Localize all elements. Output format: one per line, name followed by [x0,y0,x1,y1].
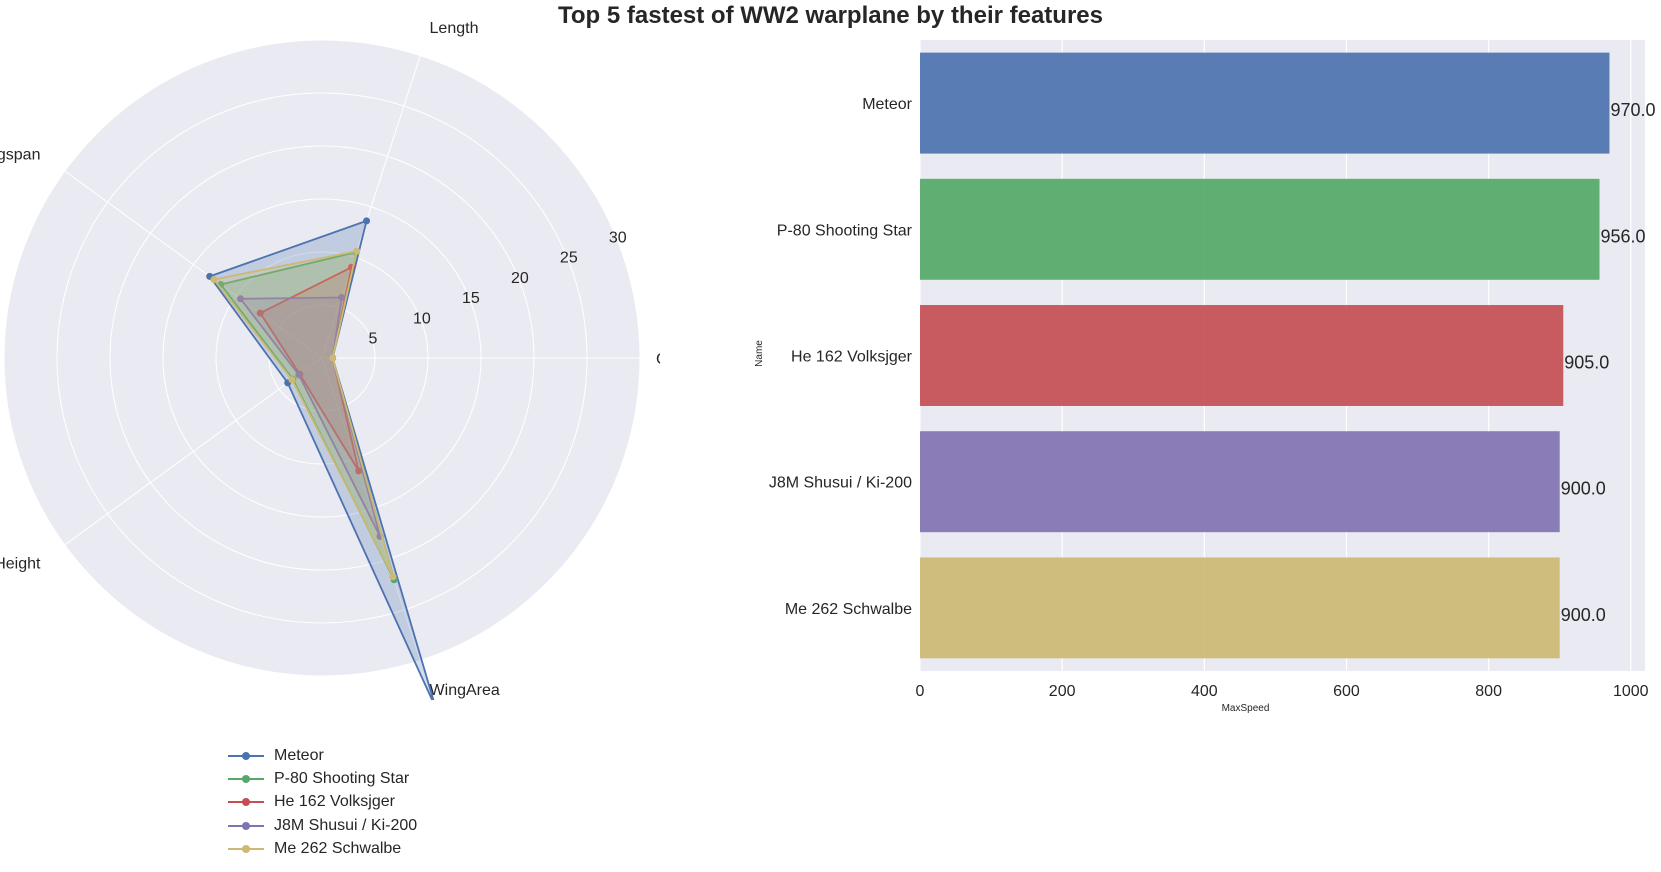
radar-axis-label: Wingspan [0,146,40,163]
radar-series-area [213,251,394,577]
radar-axis-label: Crew [656,351,660,368]
radar-series-point [389,573,397,581]
radar-legend: Meteor P-80 Shooting Star He 162 Volksjger… [228,744,417,860]
radar-series-line [208,219,435,700]
bar-x-axis-label: MaxSpeed [1222,703,1270,714]
legend-swatch [228,796,264,808]
radar-tick-label: 30 [609,229,627,246]
radar-series-line [239,296,381,538]
radar-tick-label: 15 [462,290,480,307]
radar-series-point [210,275,218,283]
radar-series-area [260,267,359,471]
legend-label: Me 262 Schwalbe [274,839,402,857]
radar-spoke [64,357,323,546]
bar-x-tick-label: 0 [916,683,925,700]
radar-axis-label: Height [0,556,41,573]
legend-entry: Me 262 Schwalbe [228,837,417,860]
radar-spoke [321,357,421,661]
legend-label: P-80 Shooting Star [274,769,410,787]
legend-swatch [228,773,264,785]
legend-swatch [228,750,264,762]
radar-chart: 5 10 15 20 25 30 Crew Length Wingspan Height WingA… [0,20,660,700]
legend-swatch [228,820,264,832]
radar-axis-label: WingArea [430,682,500,699]
legend-entry: Meteor [228,744,417,767]
radar-tick-label: 10 [413,310,431,327]
radar-spoke [64,170,323,359]
bar-value-label: 900.0 [1561,605,1606,625]
radar-series-point [329,354,337,362]
bar-value-label: 905.0 [1564,353,1609,373]
legend-label: He 162 Volksjger [274,793,395,811]
bar [920,178,1600,280]
radar-tick-label: 25 [560,250,578,267]
radar-series-area [220,252,395,580]
bar [920,52,1610,154]
bar-y-axis-label: Name [754,340,765,367]
bar-x-tick-label: 1000 [1613,683,1649,700]
radar-spoke [321,55,421,359]
bar-x-tick-label: 200 [1049,683,1076,700]
bar-value-label: 900.0 [1561,479,1606,499]
legend-label: Meteor [274,746,324,764]
bar-x-tick-label: 600 [1333,683,1360,700]
radar-series-area [209,220,434,700]
bar-category-label: He 162 Volksjger [791,349,913,366]
radar-series-point [237,295,245,303]
radar-series-point [256,309,264,317]
legend-entry: J8M Shusui / Ki-200 [228,814,417,837]
radar-series-point [355,467,363,475]
legend-entry: He 162 Volksjger [228,791,417,814]
radar-series-area [240,297,380,537]
bar-category-label: Meteor [862,96,912,113]
bar-value-label: 970.0 [1610,100,1655,120]
bar [920,305,1564,406]
bar-x-tick-label: 800 [1475,683,1502,700]
bar-value-label: 956.0 [1601,226,1646,246]
radar-series-point [288,376,296,384]
radar-series-line [212,250,395,578]
bar-category-label: Me 262 Schwalbe [785,601,912,618]
legend-label: J8M Shusui / Ki-200 [274,816,418,834]
radar-series-line [259,266,360,472]
radar-tick-label: 20 [511,270,529,287]
radar-series-point [338,294,346,302]
radar-series-point [295,371,303,379]
legend-swatch [228,843,264,855]
radar-series-point [353,247,361,255]
radar-tick-label: 5 [369,331,378,348]
chart-title: Top 5 fastest of WW2 warplane by their f… [558,2,1103,29]
bar-category-label: P-80 Shooting Star [777,222,913,239]
legend-entry: P-80 Shooting Star [228,767,417,790]
radar-series-point [363,217,371,225]
radar-axis-label: Length [430,20,479,37]
bar-x-tick-label: 400 [1191,683,1218,700]
bar [920,557,1560,659]
bar [920,431,1560,533]
bar-category-label: J8M Shusui / Ki-200 [769,475,912,492]
